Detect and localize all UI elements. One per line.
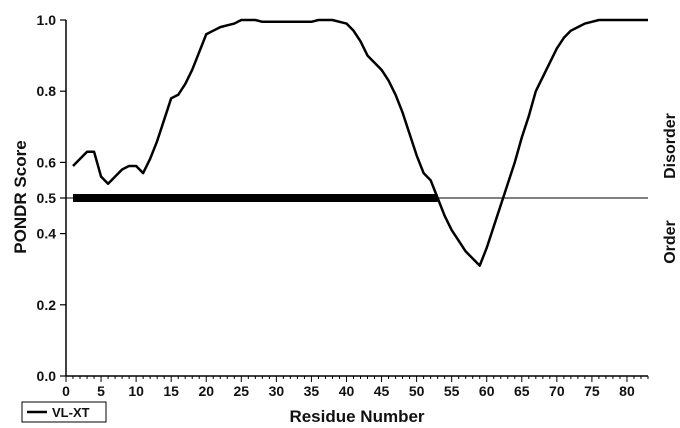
x-tick-label: 10: [128, 383, 144, 399]
x-tick-label: 75: [584, 383, 600, 399]
legend-box: [21, 401, 107, 423]
x-tick-label: 60: [479, 383, 495, 399]
x-tick-label: 40: [339, 383, 355, 399]
y-tick-label: 0.0: [37, 368, 57, 384]
y-tick-label: 0.2: [37, 297, 57, 313]
x-tick-label: 15: [163, 383, 179, 399]
x-tick-label: 30: [269, 383, 285, 399]
x-ticks: 0 5 10 15 20 25 30 35 40 45 50 55 60 65 70 75 80: [62, 376, 649, 399]
y-tick-label: 0.6: [37, 154, 57, 170]
legend-label-vl-xt: VL-XT: [52, 405, 90, 420]
series-line-vl-xt: [72, 18, 648, 267]
x-tick-label: 55: [444, 383, 460, 399]
x-tick-label: 25: [234, 383, 250, 399]
y-tick-label: 0.5: [37, 190, 57, 206]
x-tick-label: 65: [514, 383, 530, 399]
x-tick-label: 45: [374, 383, 390, 399]
x-tick-label: 5: [97, 383, 105, 399]
y-axis-title: PONDR Score: [11, 140, 30, 253]
x-tick-label: 20: [198, 383, 214, 399]
x-tick-label: 70: [549, 383, 565, 399]
x-tick-label: 80: [619, 383, 635, 399]
x-tick-label: 50: [409, 383, 425, 399]
disordered-region-bar: [73, 194, 438, 202]
x-tick-label: 35: [304, 383, 320, 399]
order-region-label: Order: [662, 220, 679, 264]
y-tick-label: 0.4: [37, 226, 57, 242]
y-tick-label: 0.8: [37, 83, 57, 99]
legend: VL-XT: [21, 401, 107, 423]
y-ticks: 0.0 0.2 0.4 0.5 0.6 0.8 1.0: [37, 12, 66, 384]
x-tick-label: 0: [62, 383, 70, 399]
disorder-region-label: Disorder: [662, 113, 679, 179]
x-axis-title: Residue Number: [289, 407, 424, 426]
y-tick-label: 1.0: [37, 12, 57, 28]
